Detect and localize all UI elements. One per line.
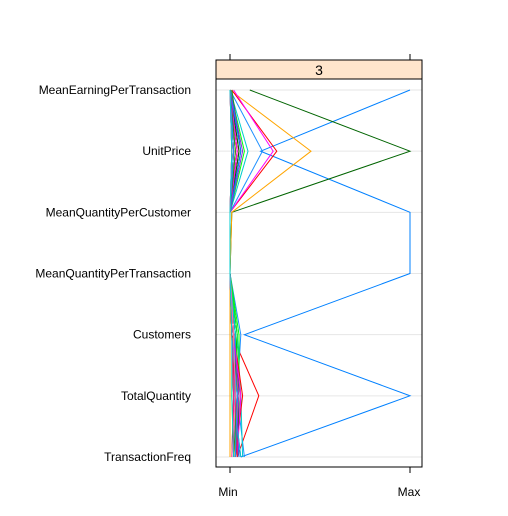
- grid-lines: [216, 89, 422, 458]
- variable-label: UnitPrice: [142, 144, 191, 158]
- x-tick-label-min: Min: [218, 485, 237, 499]
- x-tick-label-max: Max: [398, 485, 421, 499]
- series-line: [240, 89, 412, 458]
- variable-label: MeanQuantityPerTransaction: [35, 267, 191, 281]
- series-line: [229, 89, 235, 458]
- variable-label: Customers: [133, 328, 191, 342]
- variable-label: MeanEarningPerTransaction: [39, 83, 191, 97]
- variable-labels: MeanEarningPerTransaction UnitPrice MeanQu…: [35, 83, 191, 464]
- variable-label: TransactionFreq: [104, 450, 191, 464]
- variable-label: MeanQuantityPerCustomer: [46, 205, 191, 219]
- series-lines: [229, 89, 412, 458]
- strip-label: 3: [315, 62, 323, 78]
- variable-label: TotalQuantity: [121, 389, 191, 403]
- panel-frame: [215, 78, 423, 468]
